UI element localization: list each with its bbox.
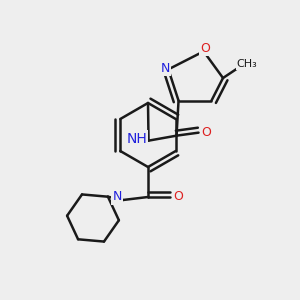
Text: N: N <box>161 62 170 75</box>
Text: O: O <box>202 126 212 139</box>
Text: CH₃: CH₃ <box>237 59 257 69</box>
Text: N: N <box>112 190 122 203</box>
Text: O: O <box>173 190 183 202</box>
Text: NH: NH <box>126 132 147 146</box>
Text: O: O <box>201 42 211 55</box>
